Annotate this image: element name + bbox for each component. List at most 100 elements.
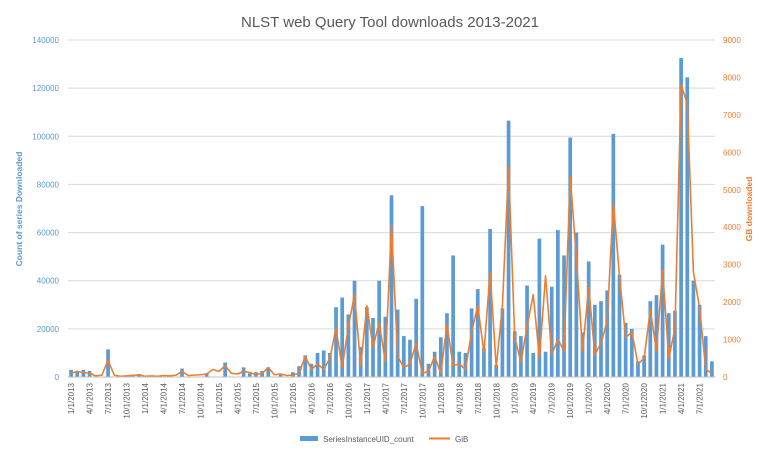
x-tick-label: 7/1/2021 xyxy=(696,382,705,414)
x-tick-label: 4/1/2017 xyxy=(381,382,390,414)
bar xyxy=(543,351,548,377)
bar xyxy=(75,370,80,377)
bar xyxy=(519,336,523,377)
x-tick-label: 7/1/2018 xyxy=(474,382,483,414)
bar xyxy=(648,301,653,377)
bar xyxy=(247,373,252,377)
x-tick-label: 1/1/2016 xyxy=(289,382,298,414)
bar xyxy=(531,352,536,377)
x-tick-label: 7/1/2013 xyxy=(104,382,113,414)
bar xyxy=(408,339,412,377)
right-tick-label: 5000 xyxy=(723,186,741,195)
left-tick-label: 140000 xyxy=(32,36,59,45)
x-tick-label: 1/1/2021 xyxy=(659,382,668,414)
legend-label-bars: SeriesInstanceUID_count xyxy=(323,435,414,444)
bar xyxy=(586,261,591,377)
left-tick-label: 0 xyxy=(55,373,60,382)
x-tick-label: 4/1/2018 xyxy=(455,382,464,414)
x-tick-label: 10/1/2014 xyxy=(196,382,205,418)
bar xyxy=(580,332,585,377)
x-tick-label: 10/1/2015 xyxy=(270,382,279,418)
x-tick-label: 10/1/2013 xyxy=(123,382,132,418)
bar xyxy=(204,373,209,377)
left-tick-label: 60000 xyxy=(37,229,60,238)
bar xyxy=(469,308,474,377)
left-tick-label: 80000 xyxy=(37,180,60,189)
bar xyxy=(617,274,622,377)
bar xyxy=(500,308,505,377)
bar xyxy=(81,369,86,377)
bar xyxy=(401,336,406,377)
bar xyxy=(592,304,597,377)
x-tick-label: 7/1/2015 xyxy=(252,382,261,414)
left-axis-label: Count of series Downloaded xyxy=(14,152,24,267)
x-tick-label: 1/1/2020 xyxy=(585,382,594,414)
x-tick-label: 1/1/2014 xyxy=(141,382,150,414)
x-tick-label: 7/1/2016 xyxy=(326,382,335,414)
x-tick-label: 4/1/2015 xyxy=(233,382,242,414)
right-tick-label: 0 xyxy=(723,373,728,382)
left-tick-label: 120000 xyxy=(32,84,59,93)
bar xyxy=(666,313,671,377)
bar xyxy=(525,285,529,377)
x-tick-label: 1/1/2017 xyxy=(363,382,372,414)
bar xyxy=(180,368,184,377)
right-axis-label: GB downloaded xyxy=(744,177,754,242)
bar xyxy=(223,362,227,377)
bar xyxy=(654,295,659,377)
bar xyxy=(438,337,443,377)
bar xyxy=(506,120,511,377)
legend-swatch-bars xyxy=(300,436,318,441)
bar xyxy=(556,230,560,377)
x-axis-ticks: 1/1/2013 4/1/2013 7/1/2013 10/1/2013 1/1/201… xyxy=(67,382,705,418)
bar xyxy=(334,307,338,377)
bar xyxy=(432,351,437,377)
bar xyxy=(482,348,486,377)
bar xyxy=(568,137,573,377)
x-tick-label: 4/1/2021 xyxy=(677,382,686,414)
left-axis-ticks: 0 20000 40000 60000 80000 100000 120000 140000 xyxy=(32,36,59,382)
bar xyxy=(512,331,517,377)
bar xyxy=(321,350,326,377)
bar xyxy=(703,336,708,377)
x-tick-label: 7/1/2020 xyxy=(622,382,631,414)
bar xyxy=(266,367,271,377)
bar xyxy=(365,307,369,377)
bar xyxy=(303,355,308,377)
bar xyxy=(346,314,351,377)
left-tick-label: 20000 xyxy=(37,325,60,334)
x-tick-label: 10/1/2017 xyxy=(418,382,427,418)
x-tick-label: 4/1/2016 xyxy=(307,382,316,414)
bar xyxy=(475,289,480,377)
bar xyxy=(420,206,425,377)
right-tick-label: 4000 xyxy=(723,223,741,232)
legend-label-line: GiB xyxy=(455,435,468,444)
x-tick-label: 4/1/2014 xyxy=(160,382,169,414)
bar xyxy=(328,352,332,377)
right-tick-label: 7000 xyxy=(723,111,741,120)
bar xyxy=(599,301,603,377)
x-tick-label: 4/1/2020 xyxy=(603,382,612,414)
x-tick-label: 4/1/2013 xyxy=(86,382,95,414)
bar xyxy=(623,322,628,377)
bar xyxy=(494,364,499,377)
bar xyxy=(278,374,283,377)
bar xyxy=(377,280,382,377)
bar xyxy=(697,304,702,377)
bar xyxy=(352,280,357,377)
right-tick-label: 3000 xyxy=(723,261,741,270)
chart-title: NLST web Query Tool downloads 2013-2021 xyxy=(241,14,539,31)
bar xyxy=(69,369,73,377)
bar xyxy=(537,238,542,377)
right-tick-label: 1000 xyxy=(723,336,741,345)
x-tick-label: 4/1/2019 xyxy=(529,382,538,414)
x-tick-label: 10/1/2016 xyxy=(344,382,353,418)
bar xyxy=(660,244,665,377)
bar xyxy=(691,280,696,377)
x-tick-label: 10/1/2018 xyxy=(492,382,501,418)
left-tick-label: 40000 xyxy=(37,277,60,286)
bar xyxy=(488,228,492,377)
x-tick-label: 7/1/2014 xyxy=(178,382,187,414)
x-tick-label: 1/1/2015 xyxy=(215,382,224,414)
